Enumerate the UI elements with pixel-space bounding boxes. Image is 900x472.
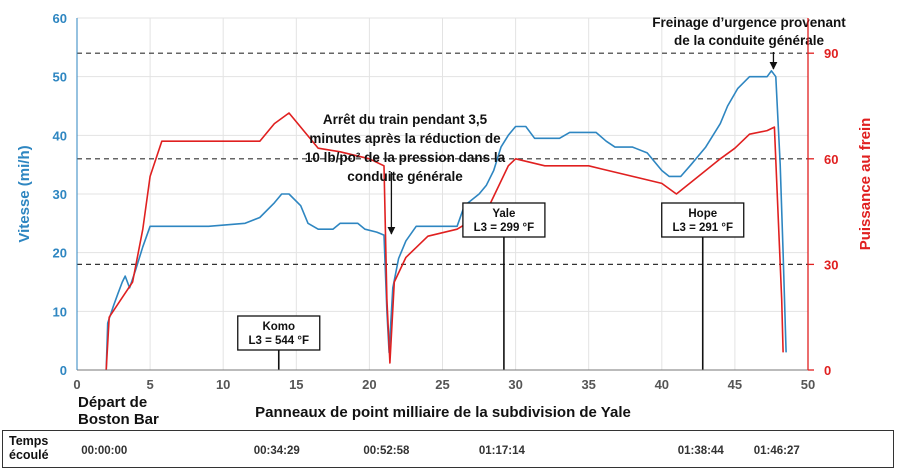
elapsed-time-value: 01:38:44 bbox=[677, 445, 724, 457]
axes: 0 5 10 15 20 25 30 35 40 45 50 0 10 20 30 40 50 60 0 30 60 90… bbox=[16, 11, 874, 421]
y-left-tick-label: 50 bbox=[53, 70, 67, 85]
elapsed-time-value: 01:46:27 bbox=[753, 445, 800, 457]
start-label: Départ de Boston Bar bbox=[78, 394, 159, 428]
annotation-emergency-line: Freinage d’urgence provenant bbox=[652, 15, 846, 30]
annotation-stop-line: 10 lb/po² de la pression dans la bbox=[305, 150, 506, 165]
y-right-tick-label: 30 bbox=[824, 257, 838, 272]
x-tick-label: 0 bbox=[73, 377, 80, 392]
y-left-tick-label: 20 bbox=[53, 246, 67, 261]
brake-power-line bbox=[105, 112, 784, 371]
reference-lines bbox=[77, 52, 808, 265]
x-tick-label: 40 bbox=[655, 377, 669, 392]
elapsed-label-line: écoulé bbox=[9, 448, 49, 462]
temperature-box-value: L3 = 544 °F bbox=[248, 335, 309, 347]
speed-brake-chart: Komo L3 = 544 °F Yale L3 = 299 °F Hope L3 = 2… bbox=[16, 11, 874, 421]
y-right-tick-label: 0 bbox=[824, 363, 831, 378]
annotation-stop-line: conduite générale bbox=[347, 169, 463, 184]
annotations: Arrêt du train pendant 3,5 minutes après … bbox=[305, 15, 846, 235]
elapsed-time-value: 01:17:14 bbox=[478, 445, 525, 457]
y-left-tick-label: 0 bbox=[60, 363, 67, 378]
annotation-emergency-line: de la conduite générale bbox=[674, 33, 825, 48]
temperature-box-value: L3 = 291 °F bbox=[672, 222, 733, 234]
series-lines bbox=[105, 70, 787, 371]
x-tick-label: 30 bbox=[508, 377, 522, 392]
y-right-tick-label: 60 bbox=[824, 152, 838, 167]
x-tick-label: 5 bbox=[146, 377, 153, 392]
x-tick-label: 45 bbox=[728, 377, 742, 392]
temperature-box bbox=[661, 202, 745, 238]
temperature-box-value: L3 = 299 °F bbox=[474, 222, 535, 234]
annotation-stop-line: minutes après la réduction de bbox=[309, 131, 501, 146]
x-tick-label: 20 bbox=[362, 377, 376, 392]
grid bbox=[76, 17, 809, 371]
elapsed-time-box: Temps écoulé 00:00:00 00:34:29 00:52:58 01:… bbox=[2, 430, 894, 468]
temperature-box bbox=[462, 202, 546, 238]
temperature-box-name: Komo bbox=[262, 321, 295, 333]
elapsed-time-value: 00:52:58 bbox=[363, 445, 410, 457]
x-tick-label: 50 bbox=[801, 377, 815, 392]
x-tick-label: 25 bbox=[435, 377, 449, 392]
y-left-tick-label: 30 bbox=[53, 187, 67, 202]
elapsed-time-value: 00:00:00 bbox=[81, 445, 128, 457]
temperature-box bbox=[237, 315, 321, 351]
temperature-box-name: Hope bbox=[688, 208, 717, 220]
elapsed-label-line: Temps bbox=[9, 434, 49, 448]
elapsed-label: Temps écoulé bbox=[9, 434, 49, 462]
x-tick-label: 10 bbox=[216, 377, 230, 392]
y-left-tick-label: 60 bbox=[53, 11, 67, 26]
start-label-line: Boston Bar bbox=[78, 411, 159, 428]
speed-line bbox=[105, 70, 787, 371]
annotation-stop-line: Arrêt du train pendant 3,5 bbox=[323, 112, 488, 127]
x-tick-label: 35 bbox=[581, 377, 595, 392]
temperature-boxes: Komo L3 = 544 °F Yale L3 = 299 °F Hope L3 = 2… bbox=[237, 202, 745, 370]
y-right-axis-title: Puissance au frein bbox=[857, 118, 874, 251]
y-left-tick-label: 10 bbox=[53, 304, 67, 319]
y-left-axis-title: Vitesse (mi/h) bbox=[16, 145, 33, 242]
y-right-tick-label: 90 bbox=[824, 46, 838, 61]
y-left-tick-label: 40 bbox=[53, 128, 67, 143]
start-label-line: Départ de bbox=[78, 394, 148, 411]
x-axis-title: Panneaux de point milliaire de la subdiv… bbox=[255, 404, 631, 421]
x-tick-label: 15 bbox=[289, 377, 303, 392]
temperature-box-name: Yale bbox=[492, 208, 515, 220]
elapsed-time-value: 00:34:29 bbox=[253, 445, 300, 457]
